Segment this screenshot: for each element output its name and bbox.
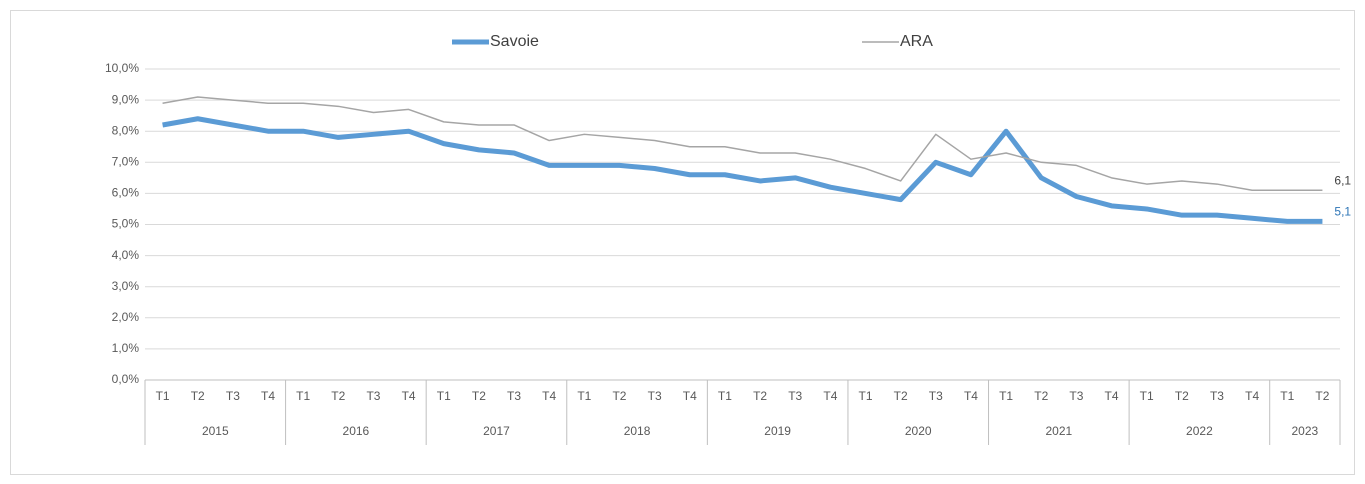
x-tick-label: T2	[472, 389, 486, 403]
x-tick-label: T1	[999, 389, 1013, 403]
x-tick-label: T2	[753, 389, 767, 403]
x-tick-label: T1	[1280, 389, 1294, 403]
x-tick-label: T1	[1140, 389, 1154, 403]
x-group-label: 2018	[624, 424, 651, 438]
x-tick-label: T4	[823, 389, 837, 403]
x-tick-label: T3	[788, 389, 802, 403]
chart-frame	[10, 10, 1355, 475]
x-group-label: 2022	[1186, 424, 1213, 438]
x-tick-label: T1	[718, 389, 732, 403]
y-tick-label: 9,0%	[112, 92, 140, 106]
x-tick-label: T2	[612, 389, 626, 403]
y-tick-label: 8,0%	[112, 123, 140, 137]
x-tick-label: T4	[1245, 389, 1259, 403]
legend-text: ARA	[900, 33, 933, 50]
x-group-label: 2023	[1292, 424, 1319, 438]
y-tick-label: 6,0%	[112, 186, 140, 200]
x-tick-label: T4	[1105, 389, 1119, 403]
x-tick-label: T1	[296, 389, 310, 403]
x-tick-label: T4	[964, 389, 978, 403]
x-group-label: 2016	[343, 424, 370, 438]
x-group-label: 2017	[483, 424, 510, 438]
x-tick-label: T3	[1210, 389, 1224, 403]
x-tick-label: T2	[191, 389, 205, 403]
y-tick-label: 10,0%	[105, 61, 139, 75]
x-tick-label: T3	[929, 389, 943, 403]
x-tick-label: T2	[1034, 389, 1048, 403]
x-tick-label: T1	[859, 389, 873, 403]
x-tick-label: T2	[894, 389, 908, 403]
x-tick-label: T3	[1069, 389, 1083, 403]
y-tick-label: 1,0%	[112, 341, 140, 355]
y-tick-label: 3,0%	[112, 279, 140, 293]
data-label: 5,1	[1334, 205, 1351, 219]
x-tick-label: T2	[331, 389, 345, 403]
y-tick-label: 7,0%	[112, 154, 140, 168]
x-group-label: 2020	[905, 424, 932, 438]
y-tick-label: 5,0%	[112, 217, 140, 231]
y-tick-label: 2,0%	[112, 310, 140, 324]
x-group-label: 2021	[1045, 424, 1072, 438]
x-tick-label: T1	[156, 389, 170, 403]
x-tick-label: T4	[683, 389, 697, 403]
x-tick-label: T3	[507, 389, 521, 403]
x-tick-label: T3	[366, 389, 380, 403]
data-label: 6,1	[1334, 173, 1351, 187]
series-line	[162, 96, 1323, 192]
x-tick-label: T2	[1175, 389, 1189, 403]
x-group-label: 2015	[202, 424, 229, 438]
x-tick-label: T3	[648, 389, 662, 403]
x-tick-label: T1	[437, 389, 451, 403]
x-tick-label: T3	[226, 389, 240, 403]
x-tick-label: T4	[261, 389, 275, 403]
x-tick-label: T1	[577, 389, 591, 403]
y-tick-label: 4,0%	[112, 248, 140, 262]
y-tick-label: 0,0%	[112, 372, 140, 386]
series-line	[162, 116, 1323, 224]
x-tick-label: T4	[542, 389, 556, 403]
x-tick-label: T4	[402, 389, 416, 403]
x-group-label: 2019	[764, 424, 791, 438]
x-tick-label: T2	[1315, 389, 1329, 403]
legend-text: Savoie	[490, 33, 539, 50]
